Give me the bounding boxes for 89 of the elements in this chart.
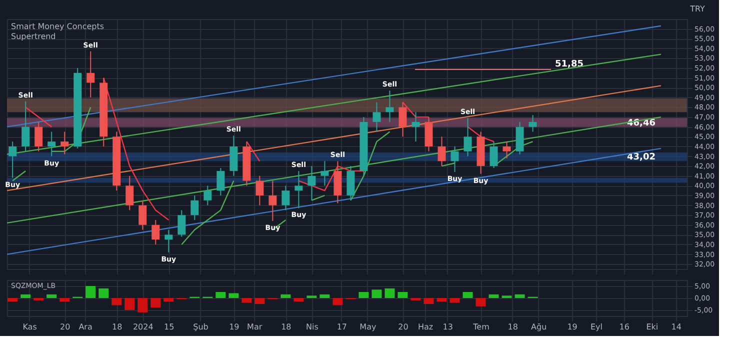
bar (164, 298, 174, 302)
bar (436, 298, 447, 302)
x-tick-label: 17 (336, 322, 348, 332)
candlestick (216, 168, 225, 196)
candlestick (490, 141, 498, 169)
candlestick (386, 90, 394, 122)
candlestick (294, 170, 303, 209)
x-tick-label: Eyl (590, 322, 602, 332)
bar (8, 298, 18, 302)
candlestick (256, 175, 264, 206)
candlestick (308, 166, 316, 201)
x-tick-label: 20 (398, 322, 408, 332)
candlestick (152, 219, 160, 245)
bar (384, 288, 395, 298)
bar (488, 294, 499, 298)
bar (138, 298, 148, 312)
x-tick-label: Mar (247, 322, 263, 332)
x-tick-label: Şub (193, 322, 208, 332)
x-tick-label: Haz (418, 322, 434, 332)
x-tick-label: 20 (60, 322, 70, 332)
candlestick (178, 210, 186, 238)
x-tick-label: 18 (508, 322, 518, 332)
bar (450, 298, 460, 303)
x-tick-label: 16 (619, 322, 630, 332)
annotation: Smart Money Concepts (11, 22, 104, 31)
candlestick (34, 121, 43, 152)
x-tick-label: 2024 (132, 322, 154, 332)
x-tick-label: 18 (281, 322, 292, 332)
bar (20, 294, 31, 298)
candlestick (372, 102, 381, 132)
y-axis-title: TRY (689, 4, 706, 14)
ref-line-label: 51,85 (555, 59, 584, 70)
candlestick (60, 131, 69, 155)
x-tick-label: May (360, 322, 376, 332)
x-tick-label: 18 (112, 322, 122, 332)
bar (216, 292, 226, 298)
candlestick (190, 194, 199, 220)
x-tick-label: Nis (306, 322, 318, 332)
x-tick-label: Tem (472, 322, 490, 332)
candlestick (438, 136, 446, 167)
bar (462, 292, 473, 298)
bar (254, 298, 265, 304)
bar (60, 298, 70, 302)
x-tick-label: Eki (646, 322, 658, 332)
bar (86, 286, 96, 298)
candlestick (86, 50, 95, 98)
bar (514, 294, 525, 298)
bar (424, 298, 434, 304)
candlestick (22, 100, 30, 152)
bar (476, 298, 486, 306)
bar (124, 298, 135, 310)
x-tick-label: Ağu (531, 322, 547, 332)
bar (242, 298, 252, 303)
x-tick-label: 13 (442, 322, 453, 332)
bar (332, 298, 343, 306)
bar (98, 288, 109, 298)
x-tick-label: 15 (164, 322, 174, 332)
bar (228, 293, 239, 298)
candlestick (282, 185, 290, 211)
x-tick-label: 19 (567, 322, 578, 332)
candlestick (126, 175, 134, 211)
bar (358, 292, 369, 298)
candlestick (8, 141, 17, 178)
annotation: Supertrend (11, 32, 56, 41)
band-label: 43,02 (627, 152, 656, 163)
candlestick (412, 112, 420, 142)
candlestick (48, 131, 56, 157)
bar (398, 292, 408, 298)
x-tick-label: Ara (78, 322, 92, 332)
bar (294, 298, 304, 302)
candlestick (164, 229, 173, 253)
candlestick (464, 118, 472, 157)
bar (320, 294, 330, 298)
bar (372, 290, 382, 298)
candlestick (450, 146, 459, 172)
x-tick-label: 14 (671, 322, 682, 332)
bar (112, 298, 122, 306)
bar (150, 298, 161, 308)
bar (280, 294, 291, 298)
candlestick (268, 180, 277, 222)
x-tick-label: Kas (22, 322, 37, 332)
candlestick (138, 200, 147, 230)
candlestick (320, 160, 329, 186)
bar (46, 294, 57, 298)
x-tick-label: 19 (229, 322, 240, 332)
candlestick (204, 185, 212, 206)
candlestick (398, 102, 407, 138)
candlestick (528, 114, 537, 132)
candlestick (502, 141, 511, 159)
